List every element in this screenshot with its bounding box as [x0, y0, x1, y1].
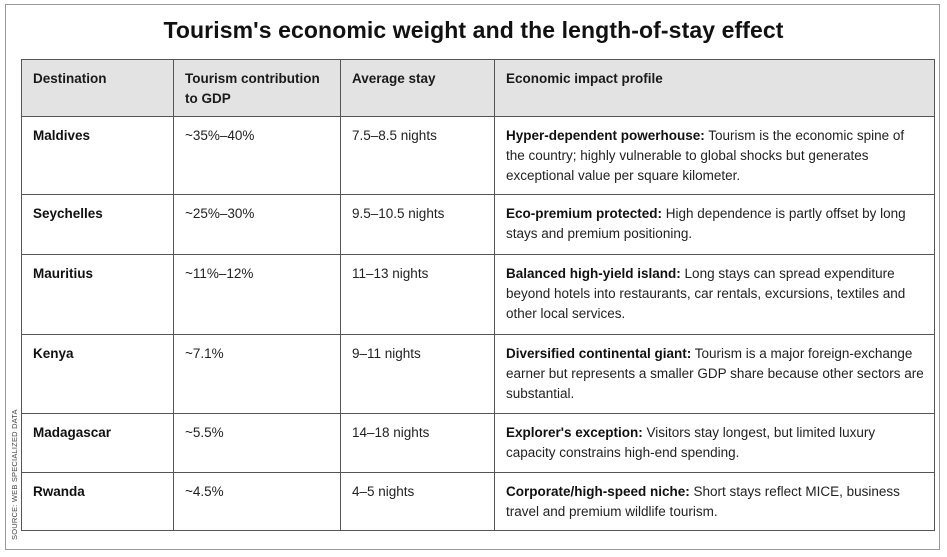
profile-lead: Corporate/high-speed niche:: [506, 484, 690, 499]
tourism-table: Destination Tourism contribution to GDP …: [21, 59, 935, 531]
profile-lead: Explorer's exception:: [506, 425, 643, 440]
table-row: Rwanda ~4.5% 4–5 nights Corporate/high-s…: [21, 472, 935, 531]
table-row: Maldives ~35%–40% 7.5–8.5 nights Hyper-d…: [21, 116, 935, 195]
cell-profile: Corporate/high-speed niche: Short stays …: [494, 472, 935, 531]
profile-text: Tourism is a major foreign-exchange earn…: [506, 346, 924, 401]
header-profile: Economic impact profile: [494, 59, 935, 117]
table-row: Madagascar ~5.5% 14–18 nights Explorer's…: [21, 413, 935, 473]
profile-text: High dependence is partly offset by long…: [506, 206, 906, 241]
header-gdp: Tourism contribution to GDP: [173, 59, 341, 117]
cell-profile: Explorer's exception: Visitors stay long…: [494, 413, 935, 473]
cell-gdp: ~35%–40%: [173, 116, 341, 195]
cell-gdp: ~11%–12%: [173, 254, 341, 335]
cell-destination: Madagascar: [21, 413, 174, 473]
cell-gdp: ~4.5%: [173, 472, 341, 531]
cell-destination: Mauritius: [21, 254, 174, 335]
cell-profile: Diversified continental giant: Tourism i…: [494, 334, 935, 414]
profile-lead: Hyper-dependent powerhouse:: [506, 128, 705, 143]
cell-profile: Balanced high-yield island: Long stays c…: [494, 254, 935, 335]
profile-text: Short stays reflect MICE, business trave…: [506, 484, 900, 519]
page-title: Tourism's economic weight and the length…: [163, 17, 784, 43]
cell-profile: Hyper-dependent powerhouse: Tourism is t…: [494, 116, 935, 195]
cell-profile: Eco-premium protected: High dependence i…: [494, 194, 935, 255]
cell-stay: 9.5–10.5 nights: [340, 194, 495, 255]
cell-destination: Maldives: [21, 116, 174, 195]
table-header-row: Destination Tourism contribution to GDP …: [21, 59, 935, 117]
table-row: Mauritius ~11%–12% 11–13 nights Balanced…: [21, 254, 935, 335]
cell-stay: 7.5–8.5 nights: [340, 116, 495, 195]
cell-destination: Seychelles: [21, 194, 174, 255]
cell-destination: Kenya: [21, 334, 174, 414]
header-destination: Destination: [21, 59, 174, 117]
cell-stay: 14–18 nights: [340, 413, 495, 473]
cell-destination: Rwanda: [21, 472, 174, 531]
profile-text: Long stays can spread expenditure beyond…: [506, 266, 906, 321]
profile-lead: Eco-premium protected:: [506, 206, 663, 221]
cell-stay: 9–11 nights: [340, 334, 495, 414]
profile-lead: Balanced high-yield island:: [506, 266, 681, 281]
table-row: Kenya ~7.1% 9–11 nights Diversified cont…: [21, 334, 935, 414]
profile-lead: Diversified continental giant:: [506, 346, 692, 361]
cell-gdp: ~7.1%: [173, 334, 341, 414]
table-row: Seychelles ~25%–30% 9.5–10.5 nights Eco-…: [21, 194, 935, 255]
header-stay: Average stay: [340, 59, 495, 117]
profile-text: Visitors stay longest, but limited luxur…: [506, 425, 876, 460]
cell-stay: 11–13 nights: [340, 254, 495, 335]
source-note: SOURCE: WEB SPECIALIZED DATA: [10, 409, 19, 540]
cell-gdp: ~25%–30%: [173, 194, 341, 255]
cell-stay: 4–5 nights: [340, 472, 495, 531]
profile-text: Tourism is the economic spine of the cou…: [506, 128, 905, 183]
cell-gdp: ~5.5%: [173, 413, 341, 473]
